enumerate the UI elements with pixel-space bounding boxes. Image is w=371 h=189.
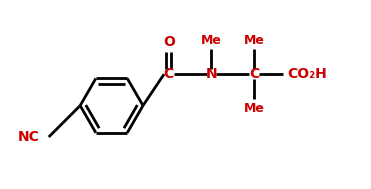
Text: NC: NC	[18, 130, 39, 144]
Text: C: C	[249, 67, 259, 81]
Text: Me: Me	[243, 102, 264, 115]
Text: Me: Me	[243, 34, 264, 47]
Text: Me: Me	[201, 34, 222, 47]
Text: O: O	[163, 35, 175, 49]
Text: C: C	[164, 67, 174, 81]
Text: N: N	[206, 67, 217, 81]
Text: CO₂H: CO₂H	[287, 67, 327, 81]
